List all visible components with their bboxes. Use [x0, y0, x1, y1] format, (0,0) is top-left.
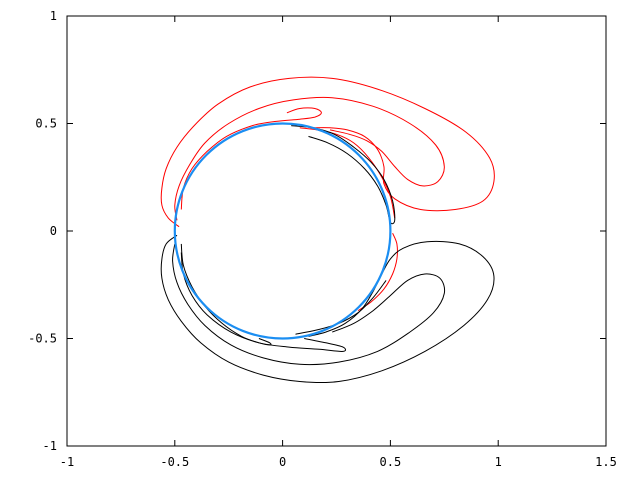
y-tick-label: 1	[50, 9, 57, 23]
x-tick-label: -0.5	[160, 455, 189, 469]
y-tick-label: -1	[43, 439, 57, 453]
contour-lines	[160, 76, 495, 384]
circle-layer	[173, 122, 392, 340]
x-tick-label: 0	[279, 455, 286, 469]
x-tick-label: 1.5	[595, 455, 617, 469]
y-tick-label: -0.5	[28, 332, 57, 346]
x-tick-label: 1	[495, 455, 502, 469]
contour-line-10	[291, 125, 396, 225]
boundary-circle	[173, 122, 392, 340]
contour-line-0	[160, 76, 495, 228]
contour-line-8	[180, 243, 272, 346]
plot-frame	[66, 15, 607, 447]
contour-line-7	[180, 252, 347, 352]
contour-line-4	[357, 232, 398, 312]
x-tick-labels: -1 -0.5 0 0.5 1 1.5	[60, 455, 617, 469]
y-tick-label: 0.5	[35, 117, 57, 131]
x-tick-label: 0.5	[380, 455, 402, 469]
contour-line-1	[174, 96, 445, 221]
x-tick-label: -1	[60, 455, 74, 469]
contour-line-2	[180, 107, 322, 210]
contour-line-6	[172, 243, 446, 366]
y-tick-label: 0	[50, 224, 57, 238]
contour-line-9	[295, 280, 387, 335]
y-tick-labels: -1 -0.5 0 0.5 1	[28, 9, 57, 453]
